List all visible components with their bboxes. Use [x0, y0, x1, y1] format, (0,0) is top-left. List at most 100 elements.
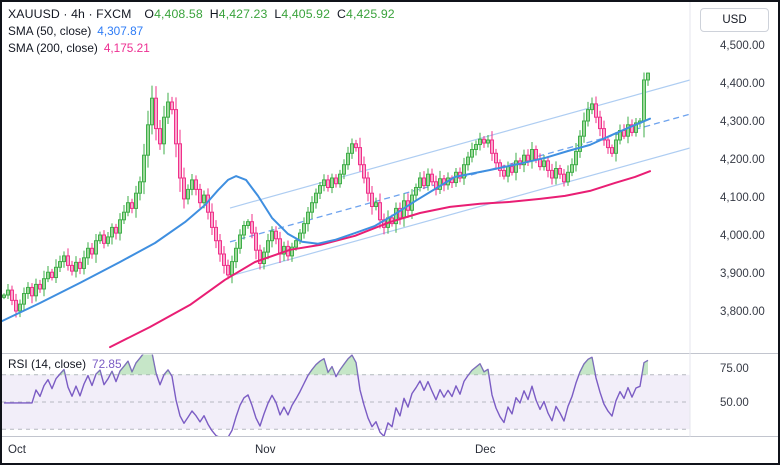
candle-down	[622, 130, 626, 137]
sma200-line[interactable]	[109, 170, 651, 349]
candle-up	[74, 261, 78, 272]
candle-up	[318, 185, 322, 194]
candle-up	[566, 171, 570, 183]
candle-up	[294, 240, 298, 248]
ascending-channel[interactable]	[229, 79, 690, 277]
candle-down	[222, 253, 226, 266]
candle-up	[582, 120, 586, 137]
candle-up	[46, 271, 50, 280]
rsi-line[interactable]	[4, 353, 649, 437]
candle-down	[114, 226, 118, 234]
candle-down	[490, 139, 494, 154]
candle-up	[26, 286, 30, 295]
candle-up	[478, 138, 482, 146]
rsi-overbought-fill	[59, 354, 648, 375]
candle-up	[310, 202, 314, 213]
candle-down	[50, 271, 54, 279]
candle-up	[238, 234, 242, 249]
candle-up	[462, 164, 466, 179]
candle-down	[326, 179, 330, 188]
candle-down	[174, 109, 178, 145]
candle-up	[34, 283, 38, 297]
candle-up	[542, 160, 546, 168]
candle-down	[226, 264, 230, 276]
candle-up	[22, 293, 26, 305]
candle-up	[642, 79, 646, 122]
candle-up	[394, 207, 398, 225]
candle-down	[194, 179, 198, 190]
candle-down	[78, 261, 82, 269]
candle-up	[190, 179, 194, 190]
candle-up	[634, 122, 638, 133]
price-pane[interactable]	[0, 72, 690, 349]
candle-up	[342, 164, 346, 175]
price-tick-label: 4,100.00	[720, 192, 765, 204]
price-tick-label: 4,000.00	[720, 230, 765, 242]
candle-up	[62, 255, 66, 263]
candle-down	[610, 147, 614, 154]
price-tick-label: 3,900.00	[720, 268, 765, 280]
candle-down	[214, 226, 218, 242]
rsi-pane[interactable]	[2, 353, 690, 437]
candle-down	[594, 103, 598, 118]
candle-down	[38, 283, 42, 290]
time-axis[interactable]: Oct Nov Dec	[8, 444, 496, 456]
candle-down	[278, 238, 282, 255]
candle-up	[266, 240, 270, 253]
candle-down	[494, 152, 498, 164]
candle-up	[98, 234, 102, 242]
candle-down	[334, 177, 338, 185]
candle-down	[598, 116, 602, 130]
candle-down	[254, 232, 258, 251]
candle-up	[474, 144, 478, 150]
candle-down	[30, 286, 34, 297]
candle-down	[14, 299, 18, 312]
candle-up	[338, 173, 342, 185]
candle-up	[438, 178, 442, 190]
candle-up	[118, 219, 122, 234]
candle-down	[370, 192, 374, 207]
candle-up	[242, 225, 246, 236]
candles-layer	[2, 72, 650, 318]
candle-down	[258, 249, 262, 264]
candle-up	[466, 156, 470, 166]
candle-up	[306, 211, 310, 225]
candle-up	[54, 266, 58, 279]
candle-down	[550, 169, 554, 179]
candle-down	[422, 177, 426, 187]
rsi-tick-label: 50.00	[720, 397, 749, 409]
candle-down	[170, 101, 174, 111]
candle-up	[426, 173, 430, 187]
candle-up	[522, 154, 526, 166]
candle-up	[330, 177, 334, 188]
candle-up	[418, 177, 422, 188]
sma50-line[interactable]	[0, 117, 651, 323]
candle-down	[398, 207, 402, 219]
candle-up	[166, 101, 170, 118]
candle-down	[502, 169, 506, 177]
candle-down	[358, 147, 362, 166]
candle-up	[578, 135, 582, 152]
candle-down	[158, 128, 162, 145]
candle-down	[630, 124, 634, 133]
candle-up	[586, 109, 590, 122]
candle-up	[202, 194, 206, 204]
candle-up	[414, 187, 418, 196]
candle-up	[246, 221, 250, 226]
currency-toggle-button[interactable]: USD	[700, 8, 769, 32]
channel-upper-line[interactable]	[229, 79, 690, 209]
candle-down	[378, 202, 382, 221]
candle-down	[274, 230, 278, 240]
candle-down	[70, 264, 74, 272]
candle-up	[58, 261, 62, 268]
candle-up	[570, 164, 574, 173]
candle-down	[482, 138, 486, 144]
candle-down	[102, 234, 106, 244]
candle-up	[554, 168, 558, 179]
candle-down	[526, 154, 530, 162]
price-axis[interactable]: 4,500.00 4,400.00 4,300.00 4,200.00 4,100.00…	[720, 40, 765, 409]
channel-lower-line[interactable]	[229, 147, 690, 277]
